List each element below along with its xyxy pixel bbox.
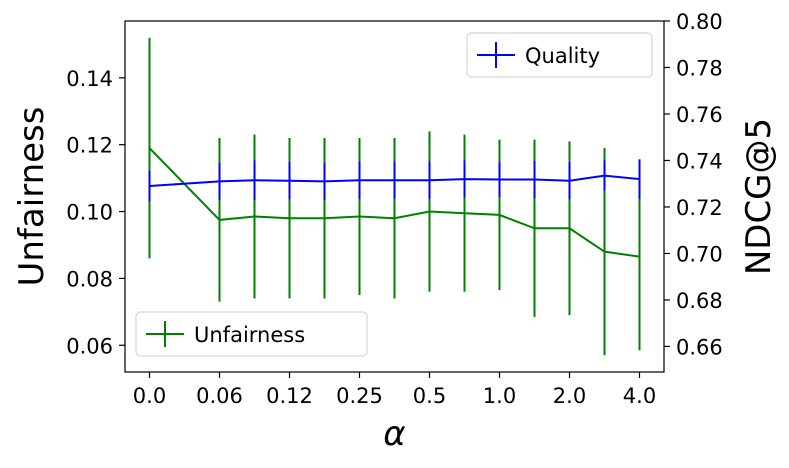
y-left-axis-label: Unfairness [12, 107, 52, 287]
y-right-axis-label: NDCG@5 [739, 118, 779, 275]
x-tick-label: 0.06 [196, 384, 243, 408]
y-left-tick-label: 0.08 [66, 267, 113, 291]
legend-unfairness: Unfairness [136, 312, 367, 356]
x-tick-label: 0.12 [266, 384, 313, 408]
legend-label: Quality [525, 44, 600, 68]
y-left-tick-label: 0.12 [66, 134, 113, 158]
x-tick-label: 4.0 [623, 384, 656, 408]
y-right-tick-label: 0.76 [676, 103, 723, 127]
y-right-tick-label: 0.72 [676, 196, 723, 220]
x-axis-label: α [383, 414, 405, 454]
y-right-tick-label: 0.80 [676, 10, 723, 34]
x-tick-label: 1.0 [483, 384, 516, 408]
y-right-tick-label: 0.74 [676, 149, 723, 173]
y-left-tick-label: 0.06 [66, 334, 113, 358]
series-quality [149, 159, 639, 201]
y-left-tick-label: 0.14 [66, 67, 113, 91]
y-right-tick-label: 0.70 [676, 242, 723, 266]
y-right-tick-label: 0.78 [676, 56, 723, 80]
y-right-tick-label: 0.66 [676, 335, 723, 359]
legend-label: Unfairness [194, 323, 305, 347]
y-left-tick-label: 0.10 [66, 201, 113, 225]
y-right-tick-label: 0.68 [676, 289, 723, 313]
legend-quality: Quality [467, 33, 652, 77]
series-layer [149, 38, 639, 356]
x-tick-label: 0.0 [133, 384, 166, 408]
x-tick-label: 2.0 [553, 384, 586, 408]
x-tick-label: 0.5 [413, 384, 446, 408]
x-tick-label: 0.25 [336, 384, 383, 408]
